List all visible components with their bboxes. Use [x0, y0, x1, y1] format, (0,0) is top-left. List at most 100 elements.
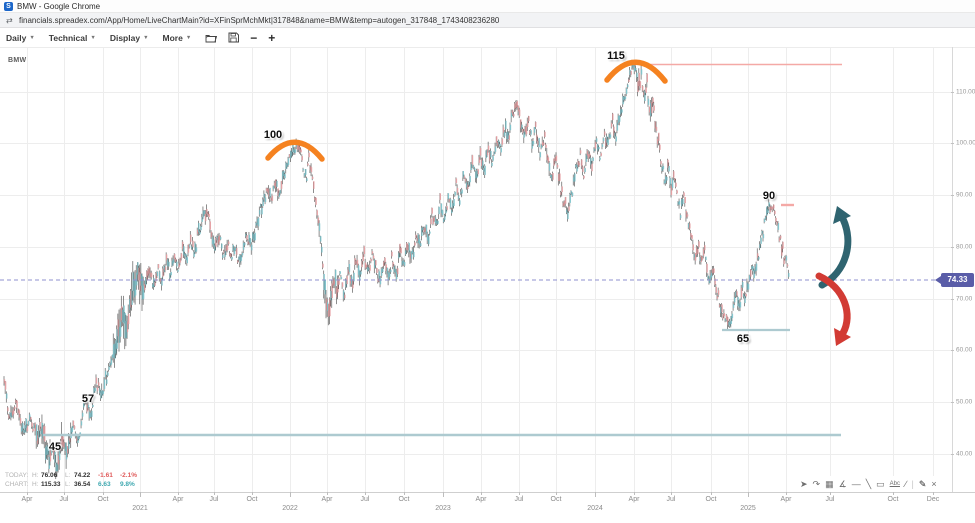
- price-axis-tick: [951, 246, 954, 248]
- price-stats: TODAY: H: 76.06 L: 74.22 -1.61 -2.1% CHART: H: 1…: [5, 471, 142, 489]
- time-axis-tick: [481, 492, 482, 495]
- today-high-label: H:: [32, 472, 39, 479]
- time-axis-tick: [327, 492, 328, 495]
- price-level-label-100: 100: [263, 129, 283, 141]
- time-axis-tick: [556, 492, 557, 495]
- time-axis-label: Oct: [550, 496, 562, 503]
- price-axis-tick: [951, 350, 954, 352]
- chart-top-border: [0, 47, 975, 48]
- symbol-watermark: BMW: [8, 57, 27, 64]
- price-axis-label: 100.00: [956, 139, 975, 147]
- time-axis-tick: [443, 492, 444, 497]
- close-icon[interactable]: ×: [931, 479, 937, 489]
- time-axis-label: Jul: [59, 496, 69, 503]
- price-axis-label: 90.00: [956, 191, 973, 199]
- time-axis-tick: [893, 492, 894, 495]
- chart-right-border: [952, 47, 953, 492]
- today-high-value: 76.06: [41, 472, 58, 479]
- time-axis-tick: [711, 492, 712, 495]
- time-axis-tick: [830, 492, 831, 495]
- time-axis-tick: [634, 492, 635, 495]
- price-axis-label: 110.00: [956, 88, 975, 96]
- time-axis-tick: [214, 492, 215, 495]
- price-axis-label: 60.00: [956, 346, 973, 354]
- time-axis-label: 2023: [435, 505, 451, 512]
- time-axis-label: Apr: [172, 496, 184, 503]
- chart-change: 6.63: [98, 481, 111, 488]
- rectangle-icon[interactable]: ▭: [876, 479, 885, 489]
- time-axis-label: Jul: [360, 496, 370, 503]
- trend-line-icon[interactable]: ╲: [865, 479, 872, 489]
- time-axis-label: 2024: [587, 505, 603, 512]
- chart-low-value: 36.54: [74, 481, 91, 488]
- curve-arrow-icon[interactable]: ↷: [812, 479, 821, 489]
- price-axis-tick: [951, 143, 954, 145]
- time-axis-tick: [748, 492, 749, 497]
- horizontal-line-icon[interactable]: —: [851, 479, 861, 489]
- time-axis-label: Jul: [514, 496, 524, 503]
- current-price-badge: 74.33: [935, 273, 974, 287]
- text-tool-icon[interactable]: Abc: [889, 481, 900, 487]
- chart-range-label: CHART:: [5, 481, 29, 488]
- time-axis-label: Oct: [398, 496, 410, 503]
- time-axis-label: Oct: [887, 496, 899, 503]
- time-axis-tick: [933, 492, 934, 495]
- time-axis-tick: [103, 492, 104, 495]
- chart-high-label: H:: [32, 481, 39, 488]
- time-axis-label: Jul: [209, 496, 219, 503]
- price-axis-tick: [951, 298, 954, 300]
- pen-icon[interactable]: ✎: [918, 479, 927, 489]
- price-axis-label: 40.00: [956, 450, 973, 458]
- price-axis-tick: [951, 453, 954, 455]
- price-level-label-45: 45: [48, 441, 62, 453]
- chart-stats-row: CHART: H: 115.33 L: 36.54 6.63 9.8%: [5, 480, 142, 489]
- time-axis-label: Jul: [825, 496, 835, 503]
- fan-lines-icon[interactable]: ∡: [838, 479, 847, 489]
- price-level-label-90: 90: [762, 190, 776, 202]
- time-axis-tick: [64, 492, 65, 495]
- today-low-label: L:: [65, 472, 71, 479]
- price-level-label-57: 57: [81, 393, 95, 405]
- today-stats-row: TODAY: H: 76.06 L: 74.22 -1.61 -2.1%: [5, 471, 142, 480]
- price-axis-label: 80.00: [956, 243, 973, 251]
- today-change: -1.61: [98, 472, 113, 479]
- time-axis-label: Dec: [926, 496, 940, 503]
- time-axis-label: 2021: [132, 505, 148, 512]
- price-axis-tick: [951, 195, 954, 197]
- drawing-toolbar: ➤ ↷ ▦ ∡ — ╲ ▭ Abc ∕ | ✎ ×: [797, 476, 940, 492]
- time-axis-label: Apr: [628, 496, 640, 503]
- time-axis-tick: [140, 492, 141, 497]
- time-axis-label: Apr: [475, 496, 487, 503]
- time-axis-label: Apr: [321, 496, 333, 503]
- today-low-value: 74.22: [74, 472, 91, 479]
- chart-high-value: 115.33: [41, 481, 61, 488]
- time-axis-tick: [365, 492, 366, 495]
- price-axis-label: 50.00: [956, 398, 973, 406]
- time-axis-tick: [27, 492, 28, 495]
- time-axis-label: Oct: [97, 496, 109, 503]
- today-change-pct: -2.1%: [120, 472, 137, 479]
- time-axis-tick: [178, 492, 179, 495]
- time-axis-label: Apr: [21, 496, 33, 503]
- chart-change-pct: 9.8%: [120, 481, 135, 488]
- chart-low-label: L:: [65, 481, 71, 488]
- toolbar-separator: |: [911, 479, 914, 489]
- time-axis-label: Apr: [780, 496, 792, 503]
- diagonal-line-icon[interactable]: ∕: [904, 479, 907, 489]
- time-axis-label: 2022: [282, 505, 298, 512]
- time-axis-tick: [290, 492, 291, 497]
- time-axis-tick: [595, 492, 596, 497]
- time-axis-tick: [786, 492, 787, 495]
- grid-icon[interactable]: ▦: [825, 479, 834, 489]
- today-label: TODAY:: [5, 472, 29, 479]
- time-axis-label: Oct: [705, 496, 717, 503]
- price-level-label-115: 115: [607, 50, 625, 62]
- pointer-icon[interactable]: ➤: [800, 479, 808, 489]
- time-axis-label: Oct: [246, 496, 258, 503]
- time-axis-tick: [252, 492, 253, 495]
- price-axis-label: 70.00: [956, 295, 973, 302]
- price-level-label-65: 65: [736, 333, 750, 345]
- time-axis-tick: [519, 492, 520, 495]
